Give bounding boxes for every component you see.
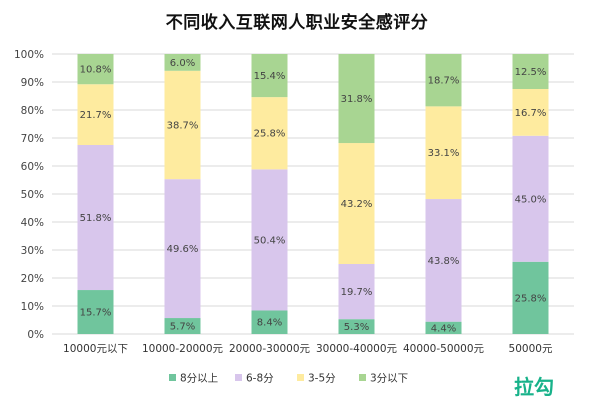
data-label: 50.4% [254,235,286,246]
data-label: 5.7% [170,322,195,333]
legend-label: 6-8分 [246,373,274,385]
data-label: 8.4% [257,318,282,329]
bar-segment [512,135,549,262]
bar-segment [512,89,549,136]
bar-segment [425,199,462,322]
data-label: 33.1% [428,148,460,159]
data-label: 18.7% [428,76,460,87]
x-tick-label: 20000-30000元 [229,343,311,355]
y-tick-label: 0% [27,329,44,341]
bar-segment [512,54,549,89]
bar-segment [338,264,375,320]
y-tick-label: 50% [21,189,44,201]
data-label: 16.7% [515,108,547,119]
y-tick-label: 40% [21,217,44,229]
bar-segment [251,169,288,311]
data-label: 21.7% [80,110,112,121]
brand-logo: 拉勾 [514,375,554,399]
x-tick-label: 50000元 [509,343,553,355]
data-label: 15.7% [80,308,112,319]
bar-segment [338,54,375,144]
bar-segment [164,54,201,71]
bar-segment [77,54,114,85]
bar-segment [164,70,201,180]
bar-segment [77,290,114,334]
data-label: 25.8% [254,129,286,140]
bar-segment [77,145,114,291]
bar-segment [251,310,288,334]
data-label: 5.3% [344,322,369,333]
y-tick-label: 60% [21,161,44,173]
legend-swatch [169,374,176,381]
data-label: 45.0% [515,194,547,205]
bar-segment [251,97,288,170]
legend-label: 8分以上 [180,373,218,385]
legend-swatch [359,374,366,381]
bar-segment [425,106,462,200]
data-label: 15.4% [254,71,286,82]
y-tick-label: 90% [21,77,44,89]
data-label: 43.8% [428,256,460,267]
bar-segment [164,318,201,334]
data-label: 38.7% [167,120,199,131]
legend-swatch [235,374,242,381]
data-label: 10.8% [80,65,112,76]
data-label: 12.5% [515,67,547,78]
chart-title: 不同收入互联网人职业安全感评分 [165,13,429,33]
y-tick-label: 100% [14,49,44,61]
legend-swatch [297,374,304,381]
bar-segment [338,319,375,334]
bar-segment [164,179,201,319]
legend-label: 3-5分 [308,373,336,385]
bar-segment [251,54,288,98]
x-tick-label: 10000元以下 [63,343,128,355]
data-label: 43.2% [341,199,373,210]
y-tick-label: 80% [21,105,44,117]
x-tick-label: 30000-40000元 [316,343,398,355]
data-label: 25.8% [515,293,547,304]
y-tick-label: 70% [21,133,44,145]
data-label: 4.4% [431,323,456,334]
y-tick-label: 30% [21,245,44,257]
x-tick-label: 10000-20000元 [142,343,224,355]
legend-label: 3分以下 [370,373,408,385]
x-tick-label: 40000-50000元 [403,343,485,355]
data-label: 19.7% [341,287,373,298]
bar-segment [77,84,114,145]
data-label: 51.8% [80,213,112,224]
data-label: 6.0% [170,58,195,69]
bar-segment [338,143,375,264]
y-tick-label: 10% [21,301,44,313]
bar-segment [425,321,462,334]
y-tick-label: 20% [21,273,44,285]
data-label: 31.8% [341,94,373,105]
bar-segment [425,54,462,107]
data-label: 49.6% [167,244,199,255]
bar-segment [512,261,549,334]
